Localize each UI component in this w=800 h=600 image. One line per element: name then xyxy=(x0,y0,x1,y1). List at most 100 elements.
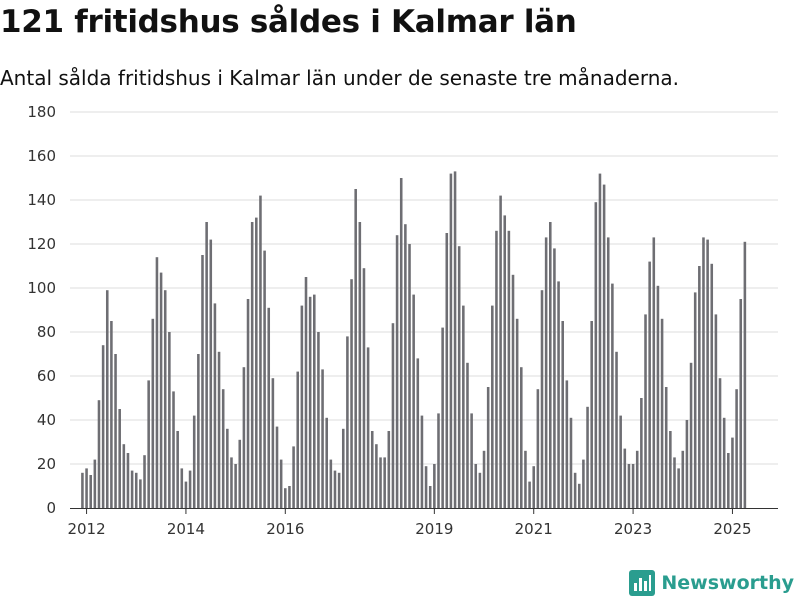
bar xyxy=(250,222,254,508)
bar xyxy=(263,250,266,508)
y-tick-label: 40 xyxy=(37,411,56,429)
x-tick-label: 2016 xyxy=(266,520,304,538)
brand-name: Newsworthy xyxy=(661,572,794,594)
bar xyxy=(226,428,229,508)
bar xyxy=(652,237,656,508)
bar xyxy=(130,470,134,508)
bar xyxy=(685,420,689,508)
bar xyxy=(569,417,573,508)
y-tick-label: 120 xyxy=(27,235,56,253)
tick-labels: 0 20 40 60 80 100 120 140 160 180 2012 2014 2016 2019… xyxy=(27,103,751,538)
bar xyxy=(702,237,705,508)
bar xyxy=(188,470,192,508)
bar xyxy=(391,323,395,508)
bar xyxy=(246,299,250,508)
x-tick-label: 2019 xyxy=(415,520,453,538)
bar xyxy=(486,387,490,508)
bar xyxy=(482,450,486,508)
bar xyxy=(693,292,697,508)
bar xyxy=(366,347,370,508)
bar xyxy=(201,255,204,508)
bar xyxy=(85,468,88,508)
bar xyxy=(370,431,374,508)
bar xyxy=(168,332,171,508)
chart-subtitle: Antal sålda fritidshus i Kalmar län unde… xyxy=(0,66,680,90)
bar xyxy=(325,417,328,508)
bar xyxy=(449,173,453,508)
bar xyxy=(321,369,324,508)
bar xyxy=(627,464,631,508)
bar xyxy=(644,314,647,508)
bar xyxy=(635,450,639,508)
y-tick-label: 100 xyxy=(27,279,56,297)
bar xyxy=(739,299,743,508)
bar xyxy=(424,466,428,508)
bar xyxy=(126,453,130,508)
bar xyxy=(234,464,237,508)
bar xyxy=(474,464,478,508)
bar xyxy=(399,178,403,508)
bar xyxy=(520,367,523,508)
bar xyxy=(304,277,308,508)
bar xyxy=(528,481,531,508)
bar xyxy=(242,367,246,508)
bar xyxy=(420,415,424,508)
x-tick-label: 2021 xyxy=(515,520,553,538)
bar xyxy=(722,417,726,508)
chart-title: 121 fritidshus såldes i Kalmar län xyxy=(0,4,577,40)
y-tick-label: 140 xyxy=(27,191,56,209)
bar xyxy=(110,321,113,508)
bar xyxy=(495,230,498,509)
bar xyxy=(598,173,602,508)
bar xyxy=(350,279,353,508)
y-tick-label: 60 xyxy=(37,367,56,385)
bar xyxy=(205,222,208,508)
bar xyxy=(648,261,651,508)
bar xyxy=(582,459,585,508)
bar xyxy=(89,475,92,508)
bar xyxy=(532,466,536,508)
bar xyxy=(714,314,718,508)
bar xyxy=(606,237,610,508)
bar xyxy=(619,415,622,508)
bar xyxy=(536,389,540,508)
bar xyxy=(623,448,627,508)
bar xyxy=(238,439,242,508)
bar xyxy=(602,184,606,508)
bar xyxy=(387,431,391,508)
bar xyxy=(230,457,233,508)
bar xyxy=(341,428,345,508)
bar xyxy=(561,321,564,508)
bar xyxy=(549,222,552,508)
bar xyxy=(478,472,482,508)
bar xyxy=(362,268,366,508)
bar xyxy=(337,472,341,508)
bar xyxy=(412,294,415,508)
bar xyxy=(255,217,258,508)
bars xyxy=(81,171,747,509)
bar xyxy=(317,332,320,508)
bar xyxy=(718,378,722,508)
bar xyxy=(660,318,664,508)
bar xyxy=(437,413,440,508)
bar xyxy=(727,453,730,508)
bar xyxy=(383,457,386,508)
bar xyxy=(300,305,304,508)
bar xyxy=(462,305,465,508)
bar xyxy=(139,479,142,508)
bar xyxy=(441,327,444,508)
axes xyxy=(70,508,778,514)
bar xyxy=(184,481,188,508)
bar xyxy=(97,400,101,508)
bar xyxy=(594,202,598,508)
bar xyxy=(267,307,271,508)
brand-logo: Newsworthy xyxy=(629,570,794,596)
bar xyxy=(710,263,714,508)
bar xyxy=(375,444,378,508)
bar xyxy=(217,351,221,508)
bar xyxy=(221,389,225,508)
bar xyxy=(122,444,126,508)
bar xyxy=(313,294,316,508)
bar xyxy=(408,244,411,508)
